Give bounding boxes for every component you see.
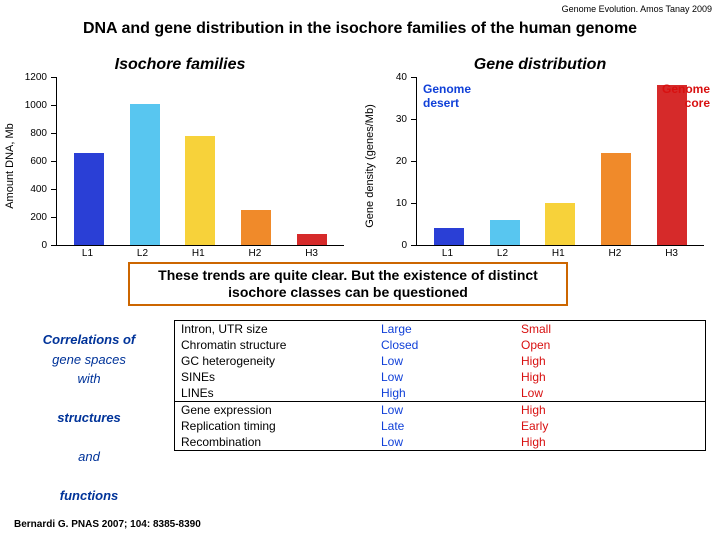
table-cell-core: High [515,434,655,450]
bar [434,228,464,245]
table-cell-prop: Recombination [175,434,375,450]
table-row: Chromatin structureClosedOpen [175,337,705,353]
table-cell-prop: Gene expression [175,402,375,418]
table-cell-core: Early [515,418,655,434]
table-cell-core: Open [515,337,655,353]
bar [241,210,271,245]
page-title: DNA and gene distribution in the isochor… [0,20,720,38]
annot-desert: Genomedesert [423,82,471,111]
table-row: Replication timingLateEarly [175,418,705,434]
table-cell-prop: SINEs [175,369,375,385]
table-cell-desert: Closed [375,337,515,353]
table-row: LINEsHighLow [175,385,705,401]
bar [185,136,215,245]
xtick-label: H3 [665,248,678,259]
chart-axes-left: 020040060080010001200 [56,78,344,246]
header-note: Genome Evolution. Amos Tanay 2009 [562,4,712,14]
table-cell-desert: Low [375,434,515,450]
ylabel-left: Amount DNA, Mb [4,123,16,209]
table-cell-prop: Chromatin structure [175,337,375,353]
bar [545,203,575,245]
chart-title-left: Isochore families [0,56,360,74]
table-cell-prop: GC heterogeneity [175,353,375,369]
table-cell-prop: LINEs [175,385,375,401]
xtick-label: H1 [552,248,565,259]
callout-box: These trends are quite clear. But the ex… [128,262,568,306]
table-cell-prop: Replication timing [175,418,375,434]
table-cell-prop: Intron, UTR size [175,321,375,337]
xticks-right: L1 L2 H1 H2 H3 [416,246,704,259]
table-left-label: Correlations ofgene spaceswith structure… [14,330,164,506]
xtick-label: L1 [442,248,453,259]
table-cell-desert: High [375,385,515,401]
bar [601,153,631,245]
chart-gene: Gene distribution Gene density (genes/Mb… [360,56,720,276]
xtick-label: L2 [137,248,148,259]
bar [490,220,520,245]
xtick-label: L1 [82,248,93,259]
xtick-label: H1 [192,248,205,259]
table-cell-core: High [515,369,655,385]
correlations-table: Correlations ofgene spaceswith structure… [14,320,706,451]
table-row: GC heterogeneityLowHigh [175,353,705,369]
citation: Bernardi G. PNAS 2007; 104: 8385-8390 [14,519,201,530]
xtick-label: H2 [249,248,262,259]
ylabel-right: Gene density (genes/Mb) [364,104,376,228]
chart-axes-right: Genomedesert Genomecore 010203040 [416,78,704,246]
table-cell-desert: Large [375,321,515,337]
chart-title-right: Gene distribution [360,56,720,74]
xtick-label: H3 [305,248,318,259]
table-cell-desert: Low [375,369,515,385]
table-cell-core: Low [515,385,655,401]
table-cell-core: High [515,353,655,369]
charts-row: Isochore families Amount DNA, Mb 0200400… [0,56,720,276]
chart-isochore: Isochore families Amount DNA, Mb 0200400… [0,56,360,276]
xticks-left: L1 L2 H1 H2 H3 [56,246,344,259]
table-cell-desert: Low [375,353,515,369]
table-cell-core: Small [515,321,655,337]
bar [74,153,104,245]
table-cell-core: High [515,402,655,418]
table-cell-desert: Late [375,418,515,434]
xtick-label: H2 [609,248,622,259]
table-main: Intron, UTR sizeLargeSmallChromatin stru… [174,320,706,451]
bar [297,234,327,245]
xtick-label: L2 [497,248,508,259]
table-cell-desert: Low [375,402,515,418]
annot-core: Genomecore [662,82,710,111]
bar [130,104,160,245]
table-row: SINEsLowHigh [175,369,705,385]
bars-left [57,78,344,245]
table-row: Intron, UTR sizeLargeSmall [175,321,705,337]
table-row: RecombinationLowHigh [175,434,705,450]
table-row: Gene expressionLowHigh [175,401,705,418]
